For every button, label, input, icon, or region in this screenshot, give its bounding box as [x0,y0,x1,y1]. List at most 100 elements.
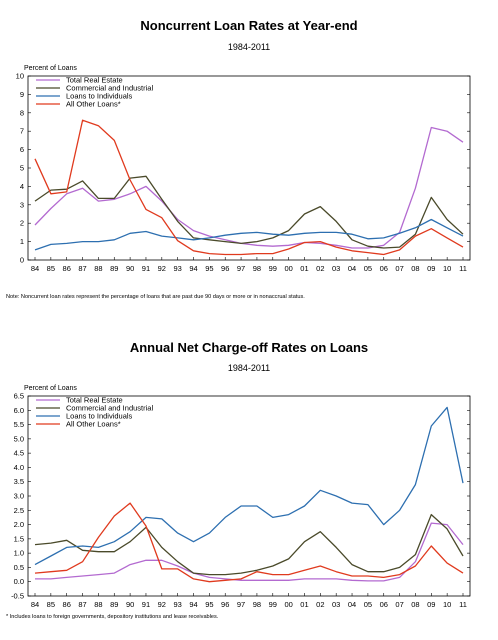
y-tick-label: 7 [20,127,24,136]
y-tick-label: 0 [20,256,24,265]
x-tick-label: 01 [300,600,308,609]
x-tick-label: 84 [31,264,39,273]
x-tick-label: 92 [158,264,166,273]
x-tick-label: 94 [189,600,197,609]
y-tick-label: 1 [20,237,24,246]
y-tick-label: 0.5 [14,563,24,572]
x-tick-label: 85 [47,264,55,273]
legend-label-4: All Other Loans* [66,100,121,109]
x-tick-label: 10 [443,600,451,609]
x-tick-label: 99 [269,600,277,609]
y-tick-label: 5 [20,164,24,173]
x-tick-label: 07 [395,264,403,273]
legend-label-4: All Other Loans* [66,420,121,429]
y-tick-label: 3.5 [14,477,24,486]
chart-1-subtitle: 1984-2011 [227,42,271,52]
chart-1-note: Note: Noncurrent loan rates represent th… [6,294,305,300]
series-line-2 [34,175,464,249]
y-tick-label: 3 [20,200,24,209]
x-tick-label: 11 [459,264,467,273]
series-line-3 [34,218,464,251]
x-tick-label: 02 [316,264,324,273]
x-tick-label: 06 [380,264,388,273]
x-tick-label: 97 [237,600,245,609]
x-tick-label: 95 [205,600,213,609]
x-tick-label: 88 [94,600,102,609]
x-tick-label: 91 [142,264,150,273]
x-tick-label: 98 [253,600,261,609]
x-tick-label: 88 [94,264,102,273]
y-tick-label: 3.0 [14,492,24,501]
x-tick-label: 09 [427,264,435,273]
y-tick-label: -0.5 [11,592,24,601]
x-tick-label: 04 [348,600,356,609]
x-tick-label: 00 [284,264,292,273]
x-tick-label: 91 [142,600,150,609]
x-tick-label: 00 [284,600,292,609]
x-tick-label: 85 [47,600,55,609]
y-tick-label: 4.5 [14,449,24,458]
x-tick-label: 92 [158,600,166,609]
y-tick-label: 6.5 [14,392,24,401]
x-tick-label: 99 [269,264,277,273]
chart-1-title: Noncurrent Loan Rates at Year-end [140,18,358,33]
x-tick-label: 89 [110,264,118,273]
x-tick-label: 90 [126,264,134,273]
y-axis-label: Percent of Loans [24,65,77,72]
chart-2-plot: Percent of Loans -0.5 0.0 0.5 1.0 1.5 2.0 2.5 3.… [11,385,471,609]
x-tick-label: 89 [110,600,118,609]
x-tick-label: 01 [300,264,308,273]
y-tick-label: 2.5 [14,506,24,515]
chart-2-note: * Includes loans to foreign governments,… [6,614,219,620]
y-tick-label: 10 [16,72,24,81]
x-tick-label: 93 [173,264,181,273]
x-tick-label: 86 [63,600,71,609]
x-tick-label: 08 [411,264,419,273]
x-tick-label: 96 [221,600,229,609]
chart-2-title: Annual Net Charge-off Rates on Loans [129,340,369,355]
y-axis-label: Percent of Loans [24,385,77,392]
x-tick-label: 04 [348,264,356,273]
y-tick-label: 9 [20,90,24,99]
x-tick-label: 95 [205,264,213,273]
legend-label-2: Commercial and Industrial [66,84,153,93]
legend-label-3: Loans to Individuals [66,92,133,101]
y-tick-label: 4.0 [14,463,24,472]
series-line-1 [35,522,464,582]
x-tick-label: 94 [189,264,197,273]
series-line-4 [34,502,464,583]
y-tick-label: 5.5 [14,420,24,429]
x-tick-label: 10 [443,264,451,273]
y-tick-label: 8 [20,108,24,117]
x-tick-label: 86 [63,264,71,273]
legend-label-2: Commercial and Industrial [66,404,153,413]
x-tick-label: 05 [364,264,372,273]
x-tick-label: 09 [427,600,435,609]
y-tick-label: 1.5 [14,534,24,543]
series-line-3 [34,406,464,566]
y-tick-label: 1.0 [14,549,24,558]
y-tick-label: 5.0 [14,434,24,443]
x-tick-label: 03 [332,264,340,273]
x-tick-label: 96 [221,264,229,273]
x-tick-label: 06 [380,600,388,609]
y-tick-label: 2 [20,219,24,228]
chart-2-subtitle: 1984-2011 [227,363,271,373]
series-line-2 [34,513,464,576]
x-tick-label: 90 [126,600,134,609]
x-tick-label: 11 [459,600,467,609]
x-tick-label: 08 [411,600,419,609]
series-line-1 [34,126,464,249]
x-tick-label: 07 [395,600,403,609]
x-tick-label: 02 [316,600,324,609]
x-tick-label: 98 [253,264,261,273]
series-line-4 [34,119,464,256]
x-tick-label: 05 [364,600,372,609]
y-tick-label: 0.0 [14,577,24,586]
y-tick-label: 2.0 [14,520,24,529]
legend-label-1: Total Real Estate [66,396,123,405]
x-tick-label: 97 [237,264,245,273]
y-tick-label: 6 [20,145,24,154]
x-tick-label: 84 [31,600,39,609]
